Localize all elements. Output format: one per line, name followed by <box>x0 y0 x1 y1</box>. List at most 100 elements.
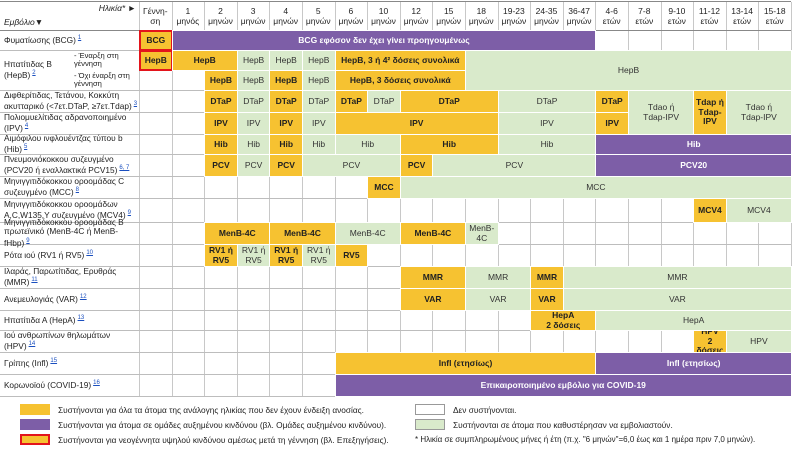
schedule-cell: Hib <box>269 134 303 155</box>
column-header-line: ετών <box>602 16 621 26</box>
grid-line <box>204 2 206 396</box>
legend-swatch <box>20 434 50 445</box>
row-label: Μηνιγγιτιδόκοκκου οροομάδων A,C,W135,Y σ… <box>0 198 138 222</box>
column-header-line: 4-6 <box>605 6 618 16</box>
footnote-ref: 1 <box>77 35 82 42</box>
row-label: Διφθερίτιδας, Τετάνου, Κοκκύτη ακυτταρικ… <box>0 90 138 112</box>
schedule-cell: HepB <box>236 70 271 91</box>
grid-line <box>399 2 401 396</box>
column-header-line: 36-47 <box>568 6 590 16</box>
column-header-line: 4 <box>283 6 289 16</box>
row-label-text: Φυματίωσης (BCG) 1 <box>4 34 81 45</box>
column-header-line: ετών <box>667 16 686 26</box>
footnote-ref: 13 <box>77 315 85 322</box>
grid-line <box>562 2 564 396</box>
column-header-line: μηνών <box>305 16 331 26</box>
footnote-ref: 5 <box>23 144 28 151</box>
column-header-line: 12 <box>411 6 421 16</box>
schedule-cell: RV1 ή RV5 <box>269 244 303 267</box>
label-text: Διφθερίτιδας, Τετάνου, Κοκκύτη ακυτταρικ… <box>4 89 132 111</box>
column-header-line: 9-10 <box>668 6 686 16</box>
schedule-cell: HepB <box>139 50 173 71</box>
footnote-ref: 16 <box>93 380 100 387</box>
schedule-cell: MenB-4C <box>399 222 466 245</box>
schedule-cell: IPV <box>302 112 336 135</box>
cell-line: 2 δόσεις <box>546 319 581 330</box>
footnote-ref: 9 <box>26 237 30 244</box>
footnote-ref: 11 <box>31 277 38 284</box>
column-header: 15 μηνών <box>432 2 465 30</box>
footnote-ref: 9 <box>127 210 131 217</box>
cell-line: IPV <box>703 116 717 127</box>
schedule-cell: MenB-4C <box>334 222 401 245</box>
cell-line: HPV <box>701 330 719 337</box>
column-header-line: μηνών <box>403 16 429 26</box>
grid-line <box>497 2 499 396</box>
schedule-cell: DTaP <box>595 90 629 113</box>
schedule-cell: HepB <box>302 70 336 91</box>
schedule-cell: PCV <box>204 154 238 177</box>
label-text: Μηνιγγιτιδόκοκκου οροομάδας C συζευγμένο… <box>4 175 125 197</box>
schedule-cell: HepB <box>465 50 792 91</box>
grid-line <box>236 2 238 396</box>
column-header-line: ετών <box>700 16 719 26</box>
column-header-line: ετών <box>765 16 784 26</box>
cell-line: Tdao ή <box>647 102 675 112</box>
row-label-text: Διφθερίτιδας, Τετάνου, Κοκκύτη ακυτταρικ… <box>4 89 138 112</box>
schedule-cell: VAR <box>465 288 532 311</box>
schedule-cell: MenB-4C <box>465 222 499 245</box>
schedule-cell: VAR <box>562 288 792 311</box>
schedule-cell: HPV <box>725 330 792 353</box>
schedule-cell: BCG <box>139 30 173 51</box>
footnote-ref: 12 <box>79 294 87 301</box>
schedule-cell: Hib <box>204 134 238 155</box>
label-text: Μηνιγγιτιδόκοκκου οροομάδας Β πρωτεϊνικό… <box>4 216 124 248</box>
schedule-cell: MMR <box>465 266 532 289</box>
column-header-line: μηνών <box>534 16 559 26</box>
schedule-cell: HepB, 3 ή 4² δόσεις συνολικά <box>334 50 466 71</box>
age-label: Ηλικία* ► <box>98 3 136 13</box>
schedule-cell: RV1 ή RV5 <box>204 244 238 267</box>
column-header-line: 13-14 <box>731 6 753 16</box>
legend-swatch <box>415 419 445 430</box>
column-header-line: μηνών <box>468 16 494 26</box>
column-header-line: ση <box>150 16 161 26</box>
schedule-cell: HepB <box>269 50 303 71</box>
footnote-ref: 15 <box>50 358 58 365</box>
column-header-line: 18 <box>476 6 487 16</box>
schedule-cell: PCV <box>269 154 303 177</box>
row-label-text: Ιού ανθρωπίνων θηλωμάτων (HPV) 14 <box>4 330 138 352</box>
schedule-cell: IPV <box>497 112 597 135</box>
label-text: Ηπατίτιδας Β (HepB) <box>4 58 52 80</box>
grid-line <box>269 2 271 396</box>
column-header-line: Γέννη- <box>143 6 168 16</box>
row-label-text: Κορωνοϊού (COVID-19) 16 <box>4 379 100 390</box>
row-label-text: Μηνιγγιτιδόκοκκου οροομάδας Β πρωτεϊνικό… <box>4 216 138 249</box>
column-header-line: 15 <box>443 6 454 16</box>
column-header: 4-6 ετών <box>595 2 628 30</box>
label-text: Κορωνοϊού (COVID-19) <box>4 380 92 391</box>
column-header-line: μηνών <box>273 16 299 26</box>
cell-line: 2 δόσεις <box>696 335 724 353</box>
schedule-cell: HepB <box>269 70 303 91</box>
column-header: 15-18 ετών <box>758 2 791 30</box>
column-header: 5 μηνών <box>302 2 335 30</box>
row-label-text: Ηπατίτιδα Α (HepA) 13 <box>4 314 84 325</box>
column-header-line: μηνών <box>371 16 396 26</box>
column-header: 6 μηνών <box>335 2 368 30</box>
row-label: Φυματίωσης (BCG) 1 <box>0 30 138 50</box>
column-header-line: 5 <box>315 6 321 16</box>
schedule-cell: HepB <box>171 50 238 71</box>
label-text: Ηπατίτιδα Α (HepA) <box>4 315 76 326</box>
row-line <box>0 1 791 2</box>
label-text: Μηνιγγιτιδόκοκκου οροομάδων A,C,W135,Y σ… <box>4 198 126 220</box>
column-header-line: μηνών <box>436 16 462 26</box>
schedule-cell: IPV <box>236 112 271 135</box>
schedule-cell: DTaP <box>399 90 499 113</box>
cell-line: Tdap-IPV <box>643 111 680 122</box>
schedule-cell: DTaP <box>302 90 336 113</box>
row-label: Κορωνοϊού (COVID-19) 16 <box>0 374 138 396</box>
schedule-cell: Hib <box>302 134 336 155</box>
legend-text: Συστήνονται για νεογέννητα υψηλού κινδύν… <box>58 434 389 445</box>
